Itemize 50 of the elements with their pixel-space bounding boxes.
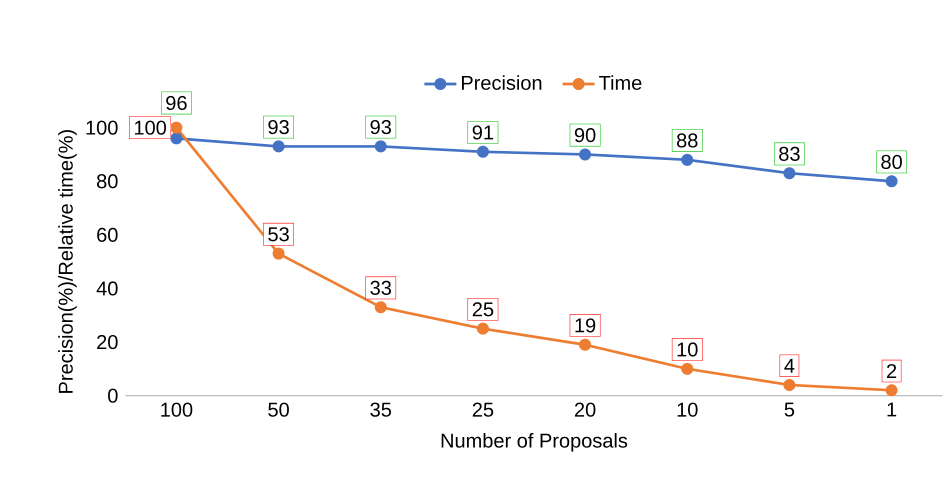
point xyxy=(272,248,285,260)
data-label: 25 xyxy=(472,302,494,316)
y-tick-label: 80 xyxy=(97,174,118,188)
point xyxy=(476,322,489,335)
point xyxy=(579,148,592,160)
point xyxy=(783,167,796,180)
x-tick-label: 1 xyxy=(888,402,896,416)
data-label: 83 xyxy=(779,146,800,161)
y-tick-label: 40 xyxy=(96,281,118,296)
point xyxy=(272,140,285,152)
point xyxy=(170,132,182,144)
y-tick-label: 0 xyxy=(108,388,118,403)
y-tick-label: 20 xyxy=(97,334,118,350)
point xyxy=(476,146,489,158)
x-tick-label: 35 xyxy=(370,402,392,417)
point xyxy=(374,140,387,152)
data-label: 88 xyxy=(677,133,698,148)
point xyxy=(886,384,898,396)
data-label: 93 xyxy=(370,120,391,134)
point xyxy=(374,301,387,314)
legend-label: Time xyxy=(599,75,642,90)
x-tick-label: 25 xyxy=(472,402,494,417)
data-label: 80 xyxy=(881,154,902,169)
y-tick-label: 100 xyxy=(86,120,118,135)
data-label: 90 xyxy=(574,128,596,142)
x-tick-label: 10 xyxy=(678,402,698,417)
x-tick-label: 50 xyxy=(268,402,289,417)
point xyxy=(170,122,182,134)
data-label: 96 xyxy=(166,96,187,110)
point xyxy=(681,362,694,375)
y-axis-title: Precision(%)/Relative time(%) xyxy=(58,130,77,393)
y-tick-label: 60 xyxy=(97,228,118,242)
data-label: 93 xyxy=(268,120,289,134)
data-label: 4 xyxy=(784,358,794,373)
data-label: 10 xyxy=(678,342,698,357)
legend-label: Precision xyxy=(462,75,542,90)
point xyxy=(783,378,796,391)
point xyxy=(681,154,694,166)
point xyxy=(886,175,898,188)
data-label: 53 xyxy=(268,227,289,242)
x-tick-label: 100 xyxy=(161,402,192,417)
data-label: 91 xyxy=(472,125,494,140)
data-label: 33 xyxy=(370,280,391,295)
data-label: 100 xyxy=(134,120,166,135)
point xyxy=(579,338,592,351)
x-tick-label: 5 xyxy=(784,402,794,417)
x-tick-label: 20 xyxy=(574,402,596,417)
x-axis-title: Number of Proposals xyxy=(442,433,628,452)
data-label: 2 xyxy=(887,364,896,378)
data-label: 19 xyxy=(575,318,596,332)
